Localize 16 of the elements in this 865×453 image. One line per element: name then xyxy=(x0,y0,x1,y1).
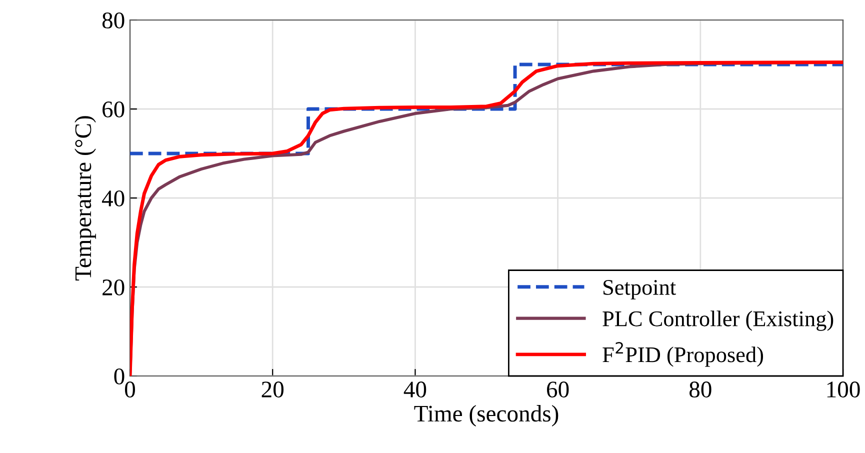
y-tick-label: 80 xyxy=(102,12,124,28)
x-tick-label: 20 xyxy=(262,382,284,398)
y-tick-label: 20 xyxy=(102,279,124,296)
y-tick-label: 40 xyxy=(102,190,124,206)
x-tick-label: 60 xyxy=(547,382,569,398)
x-tick-label: 40 xyxy=(404,382,426,398)
x-tick-label: 0 xyxy=(124,382,136,398)
y-axis-title: Temperature (°C) xyxy=(74,116,96,280)
legend-label: Setpoint xyxy=(604,280,676,300)
y-tick-label: 60 xyxy=(102,101,124,118)
legend-label: F$^{2}$PID (Proposed) xyxy=(602,342,764,367)
x-axis-title: Time (seconds) xyxy=(414,405,558,426)
x-tick-label: 100 xyxy=(827,382,860,398)
x-tick-label: 80 xyxy=(689,382,712,398)
y-tick-label: 0 xyxy=(114,368,124,384)
legend-label: PLC Controller (Existing) xyxy=(602,310,834,331)
